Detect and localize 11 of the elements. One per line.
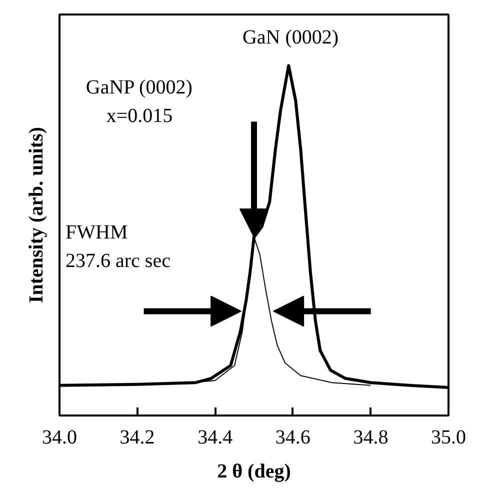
x-tick-label: 35.0 (431, 426, 466, 448)
x-tick-label: 34.2 (120, 426, 155, 448)
x-tick-label: 34.0 (42, 426, 77, 448)
x-tick-label: 34.8 (353, 426, 388, 448)
text: GaN (0002) (242, 26, 339, 48)
y-axis-title: Intensity (arb. units) (26, 126, 48, 304)
annotation: GaNP (0002) x=0.015 (86, 76, 192, 128)
annotation: FWHM 237.6 arc sec (66, 222, 171, 272)
x-tick-label: 34.4 (198, 426, 233, 448)
x-axis-title: 2 θ (deg) (217, 460, 291, 482)
x-tick-label: 34.6 (275, 426, 310, 448)
